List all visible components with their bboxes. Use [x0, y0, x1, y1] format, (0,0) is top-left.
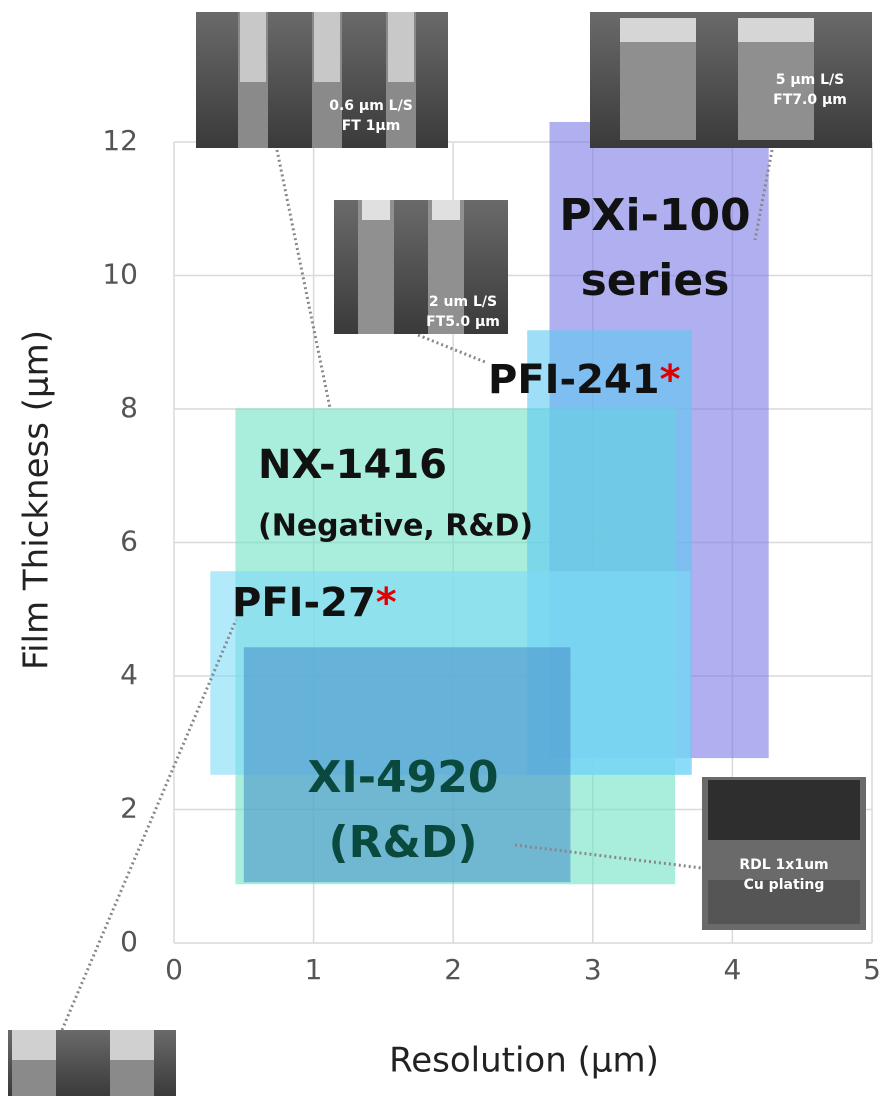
y-tick-label: 6 [120, 525, 138, 558]
x-tick-label: 3 [584, 953, 602, 986]
series-name: NX-1416 [258, 442, 447, 488]
y-tick-label: 4 [120, 658, 138, 691]
x-tick-label: 5 [863, 953, 881, 986]
series-name: PFI-241 [488, 357, 660, 403]
series-label: NX-1416 [258, 442, 447, 488]
series-label: PFI-27* [232, 580, 397, 626]
x-tick-label: 0 [165, 953, 183, 986]
x-axis-title: Resolution (μm) [389, 1041, 659, 1081]
y-tick-label: 0 [120, 925, 138, 958]
micrograph-caption: FT5.0 μm [426, 314, 500, 330]
leader-lines [60, 149, 774, 1031]
series-label-line2: (Negative, R&D) [258, 509, 533, 544]
micrograph-caption: RDL 1x1um [739, 857, 828, 873]
x-tick-label: 4 [723, 953, 741, 986]
y-tick-label: 2 [120, 792, 138, 825]
micrograph-caption: 5 μm L/S [776, 72, 845, 88]
y-tick-label: 10 [102, 258, 138, 291]
range-box [243, 647, 571, 883]
micrograph [334, 200, 508, 334]
series-label-line2: (R&D) [329, 817, 478, 868]
series-label: PFI-241* [488, 357, 681, 403]
micrograph-caption: FT 1μm [342, 118, 401, 134]
series-name: PXi-100 [559, 190, 750, 241]
y-tick-label: 12 [102, 124, 138, 157]
asterisk: * [376, 580, 397, 626]
series-label: PXi-100 [559, 190, 750, 241]
y-tick-label: 8 [120, 391, 138, 424]
micrograph-caption: Cu plating [744, 877, 825, 893]
micrograph-caption: 2 um L/S [429, 294, 497, 310]
y-axis-title: Film Thickness (μm) [17, 330, 57, 670]
series-name: PFI-27 [232, 580, 376, 626]
micrograph [590, 12, 872, 148]
micrograph [8, 1030, 176, 1096]
micrograph [702, 777, 866, 930]
x-tick-label: 2 [444, 953, 462, 986]
series-label: XI-4920 [307, 752, 498, 803]
micrograph-caption: 0.6 μm L/S [329, 98, 413, 114]
micrograph [196, 12, 448, 148]
series-name: XI-4920 [307, 752, 498, 803]
micrograph-caption: FT7.0 μm [773, 92, 847, 108]
series-label-line2: series [581, 255, 730, 306]
asterisk: * [660, 357, 681, 403]
x-tick-label: 1 [305, 953, 323, 986]
